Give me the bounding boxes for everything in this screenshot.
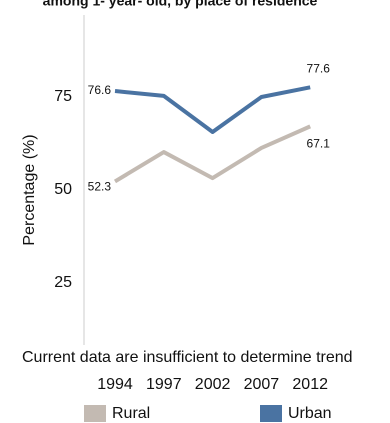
data-label: 76.6 [88, 83, 112, 97]
data-label: 77.6 [307, 61, 331, 75]
series-line [114, 85, 311, 134]
x-tick-label: 2007 [244, 376, 280, 393]
note: Current data are insufficient to determi… [22, 349, 353, 366]
x-tick-label: 2012 [292, 376, 328, 393]
y-tick-label: 50 [54, 181, 72, 198]
legend-label: Urban [288, 405, 332, 422]
chart-title: among 1- year- old, by place of residenc… [43, 0, 318, 9]
x-tick-label: 1997 [146, 376, 182, 393]
data-label: 52.3 [88, 180, 112, 194]
x-tick-label: 1994 [97, 376, 133, 393]
x-tick-label: 2002 [195, 376, 231, 393]
y-tick-label: 25 [54, 274, 72, 291]
y-tick-label: 75 [54, 88, 72, 105]
legend-label: Rural [112, 405, 150, 422]
legend-swatch [84, 405, 106, 422]
legend-swatch [260, 405, 282, 422]
series-line [113, 124, 312, 184]
y-axis-label: Percentage (%) [21, 134, 38, 245]
data-label: 67.1 [307, 137, 331, 151]
